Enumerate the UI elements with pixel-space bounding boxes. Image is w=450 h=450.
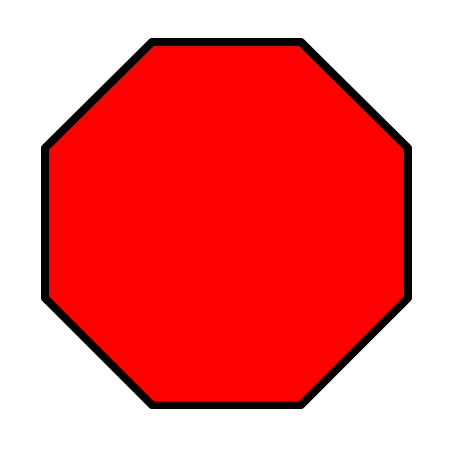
- octagon-icon: [41, 38, 412, 409]
